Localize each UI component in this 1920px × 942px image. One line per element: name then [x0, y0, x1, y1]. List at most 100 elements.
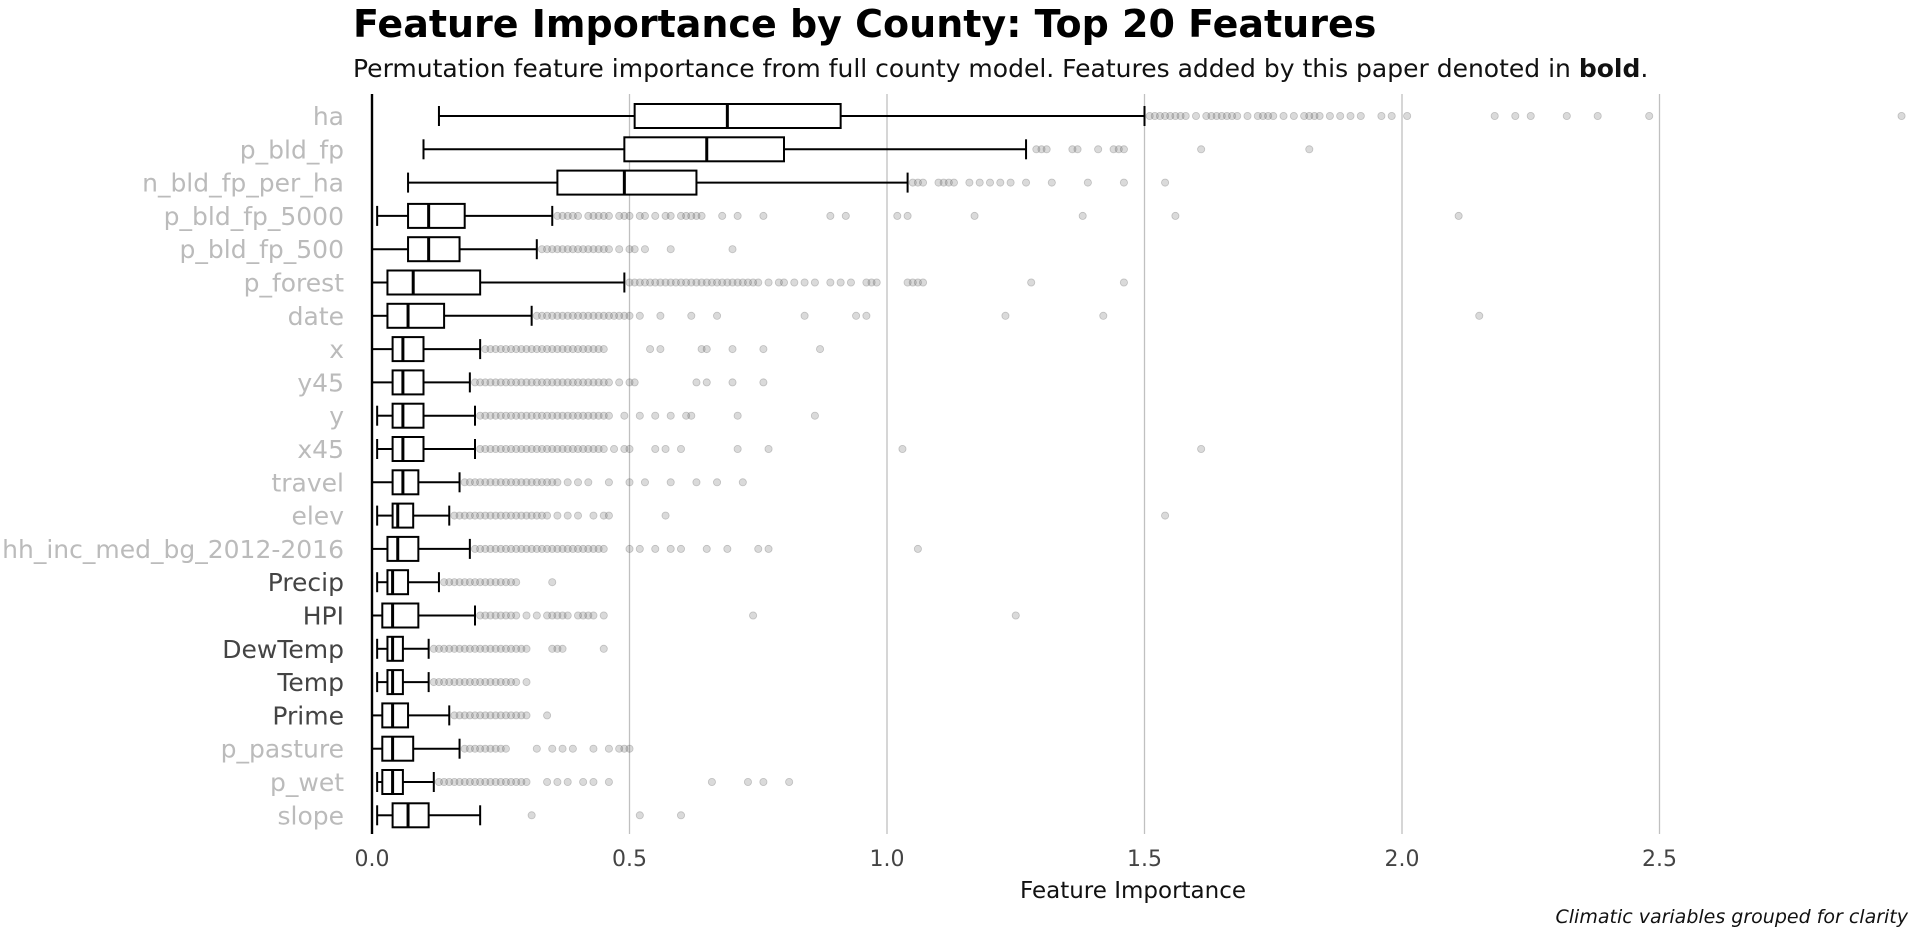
- iqr-box: [381, 602, 420, 629]
- outlier-point: [841, 211, 850, 220]
- outlier-point: [527, 511, 536, 520]
- outlier-point: [579, 345, 588, 354]
- outlier-point: [543, 544, 552, 553]
- outlier-point: [429, 678, 438, 687]
- outlier-point: [532, 544, 541, 553]
- outlier-point: [429, 644, 438, 653]
- outlier-point: [512, 511, 521, 520]
- iqr-box: [556, 169, 698, 196]
- box-x45: [376, 436, 476, 462]
- outlier-point: [537, 311, 546, 320]
- outlier-point: [1119, 178, 1128, 187]
- outlier-point: [517, 644, 526, 653]
- feature-label-x: x: [329, 335, 344, 364]
- feature-label-Prime: Prime: [272, 701, 344, 730]
- outlier-point: [563, 544, 572, 553]
- outlier-point: [579, 245, 588, 254]
- outlier-point: [548, 345, 557, 354]
- box-travel: [371, 469, 461, 496]
- outlier-point: [476, 644, 485, 653]
- x-tick-label: 0.0: [355, 847, 390, 872]
- outlier-point: [481, 544, 490, 553]
- outlier-point: [625, 245, 634, 254]
- outlier-point: [661, 511, 670, 520]
- outlier-point: [501, 578, 510, 587]
- outlier-point: [646, 345, 655, 354]
- outlier-point: [697, 345, 706, 354]
- outlier-point: [476, 411, 485, 420]
- outlier-point: [568, 245, 577, 254]
- outlier-point: [476, 611, 485, 620]
- outlier-point: [522, 778, 531, 787]
- outlier-point: [512, 378, 521, 387]
- outlier-point: [574, 478, 583, 487]
- feature-label-p_bld_fp: p_bld_fp: [240, 135, 344, 164]
- outlier-point: [836, 278, 845, 287]
- outlier-point: [594, 311, 603, 320]
- outlier-point: [553, 478, 562, 487]
- outlier-point: [491, 744, 500, 753]
- outlier-point: [558, 245, 567, 254]
- outlier-point: [780, 278, 789, 287]
- outlier-point: [615, 378, 624, 387]
- outlier-point: [460, 644, 469, 653]
- outlier-point: [558, 544, 567, 553]
- outlier-point: [548, 578, 557, 587]
- outlier-point: [496, 711, 505, 720]
- outlier-point: [537, 378, 546, 387]
- outlier-point: [507, 578, 516, 587]
- outlier-point: [553, 378, 562, 387]
- outlier-point: [568, 345, 577, 354]
- outlier-point: [574, 444, 583, 453]
- outlier-point: [486, 778, 495, 787]
- outlier-point: [682, 278, 691, 287]
- outlier-point: [728, 245, 737, 254]
- outlier-point: [568, 744, 577, 753]
- outlier-point: [517, 778, 526, 787]
- outlier-point: [604, 744, 613, 753]
- outlier-point: [702, 278, 711, 287]
- box-n_bld_fp_per_ha: [407, 169, 909, 196]
- outlier-point: [620, 444, 629, 453]
- outlier-point: [1526, 112, 1535, 121]
- iqr-box: [381, 702, 410, 729]
- outlier-point: [913, 544, 922, 553]
- outlier-point: [610, 311, 619, 320]
- outlier-point: [589, 345, 598, 354]
- outlier-point: [440, 578, 449, 587]
- outlier-point: [553, 644, 562, 653]
- outlier-point: [481, 478, 490, 487]
- outlier-point: [785, 778, 794, 787]
- outlier-point: [1083, 178, 1092, 187]
- outlier-point: [440, 678, 449, 687]
- outlier-point: [733, 411, 742, 420]
- outlier-point: [543, 311, 552, 320]
- outlier-point: [986, 178, 995, 187]
- outlier-point: [718, 211, 727, 220]
- outlier-point: [486, 478, 495, 487]
- outlier-point: [646, 278, 655, 287]
- outlier-point: [728, 345, 737, 354]
- outlier-point: [522, 345, 531, 354]
- outlier-point: [537, 345, 546, 354]
- outlier-point: [1511, 112, 1520, 121]
- outlier-point: [543, 245, 552, 254]
- outlier-point: [476, 778, 485, 787]
- outlier-point: [445, 678, 454, 687]
- outlier-point: [728, 278, 737, 287]
- outlier-point: [1119, 278, 1128, 287]
- feature-label-x45: x45: [297, 435, 344, 464]
- outlier-point: [470, 478, 479, 487]
- outlier-point: [517, 378, 526, 387]
- outlier-point: [558, 444, 567, 453]
- outlier-point: [512, 678, 521, 687]
- outlier-point: [486, 345, 495, 354]
- outlier-point: [568, 411, 577, 420]
- outlier-point: [594, 211, 603, 220]
- outlier-point: [635, 411, 644, 420]
- outlier-point: [677, 211, 686, 220]
- outlier-point: [496, 378, 505, 387]
- outlier-point: [728, 378, 737, 387]
- outlier-point: [481, 744, 490, 753]
- outlier-point: [800, 278, 809, 287]
